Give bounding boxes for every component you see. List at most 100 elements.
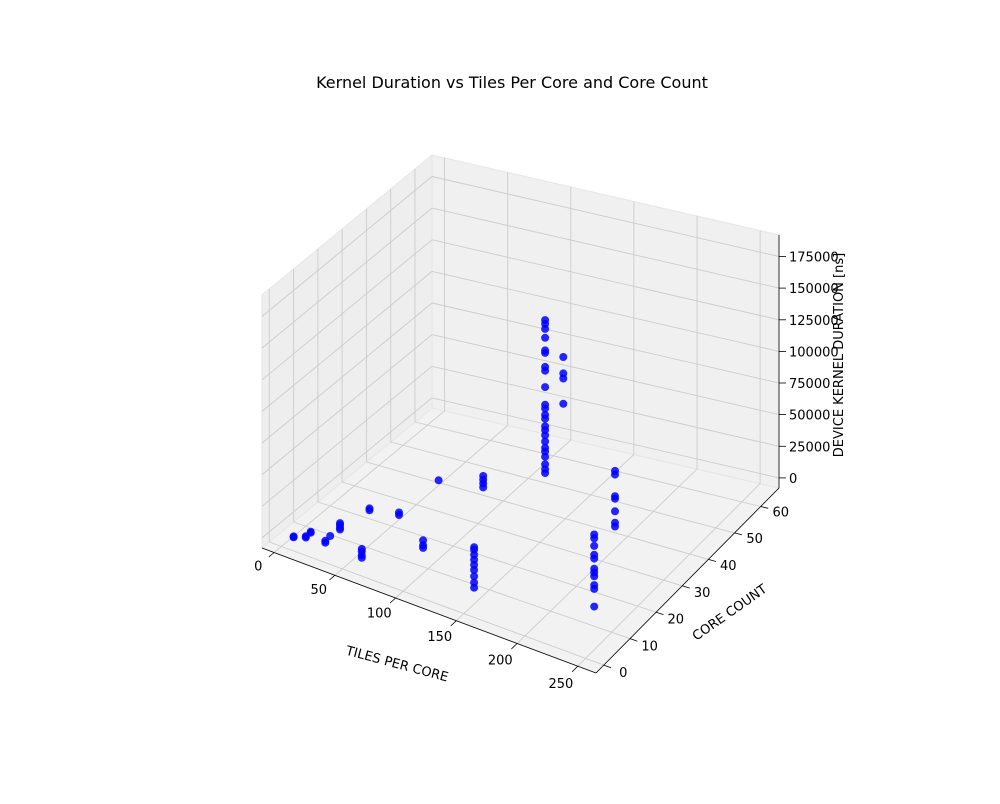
data-point	[611, 507, 619, 516]
z-gridline-back-1	[431, 365, 780, 447]
z-tick-label-1: 25000	[789, 440, 830, 455]
data-point	[395, 508, 403, 517]
data-point	[541, 346, 550, 355]
z-gridline-back-0	[431, 397, 780, 479]
data-point	[611, 492, 619, 501]
data-point	[365, 504, 374, 513]
data-point	[541, 362, 550, 371]
data-points	[289, 316, 619, 611]
y-axis-line	[595, 487, 780, 674]
z-gridline-back-6	[431, 207, 780, 289]
z-gridline-back-5	[431, 239, 780, 321]
gridlines	[261, 157, 780, 667]
y-gridline-floor-3	[341, 481, 683, 587]
y-tick-6	[760, 506, 769, 509]
data-point	[541, 460, 550, 469]
y-gridline-floor-4	[366, 461, 709, 560]
y-tick-0	[603, 664, 612, 669]
data-point	[541, 383, 550, 392]
x-axis-label: TILES PER CORE	[343, 643, 450, 685]
data-point	[541, 333, 550, 342]
y-gridline-floor-2	[317, 501, 657, 613]
y-gridline-floor-1	[293, 521, 631, 640]
data-point	[470, 578, 479, 587]
y-gridline-floor-5	[390, 441, 735, 534]
y-tick-label-3: 30	[694, 586, 711, 601]
data-point	[357, 544, 366, 553]
z-tick-label-6: 150000	[789, 282, 839, 297]
data-point	[590, 602, 599, 611]
y-tick-label-4: 40	[720, 559, 737, 574]
data-point	[541, 437, 550, 446]
y-tick-5	[734, 532, 743, 536]
y-tick-2	[655, 611, 664, 615]
x-tick-label-1: 50	[311, 583, 328, 598]
data-point	[541, 410, 550, 419]
data-point	[590, 564, 599, 573]
data-point	[611, 466, 619, 475]
x-tick-5	[571, 665, 579, 673]
z-gridline-left-0	[261, 397, 433, 539]
x-tick-label-5: 250	[548, 677, 573, 692]
z-gridline-back-4	[431, 270, 780, 352]
data-point	[419, 536, 428, 545]
data-point	[541, 443, 550, 452]
axis-ticks: 0 50 100 150 200 250 0 10 20 30 40 50 60 0 25000 50000 7…	[254, 251, 838, 693]
z-gridline-left-4	[261, 271, 433, 412]
x-gridline-floor-4	[516, 468, 698, 644]
x-tick-label-3: 150	[427, 630, 452, 645]
x-gridline-floor-0	[273, 410, 445, 553]
x-axis-line	[261, 547, 597, 674]
z-tick-label-7: 175000	[789, 251, 839, 266]
data-point	[301, 532, 310, 541]
y-gridline-floor-6	[414, 421, 761, 507]
data-point	[590, 550, 599, 559]
data-point	[559, 353, 568, 361]
data-point	[590, 530, 599, 539]
x-tick-label-4: 200	[488, 654, 513, 669]
x-tick-3	[450, 620, 457, 627]
x-gridline-floor-2	[395, 439, 572, 599]
z-gridline-left-2	[261, 334, 433, 475]
data-point	[289, 532, 298, 541]
y-tick-1	[629, 638, 638, 642]
data-point	[470, 543, 479, 552]
y-tick-label-1: 10	[641, 639, 658, 654]
data-point	[559, 369, 568, 378]
z-gridline-back-3	[431, 302, 780, 384]
y-tick-label-6: 60	[773, 505, 790, 520]
z-tick-label-3: 75000	[789, 377, 830, 392]
axes-panes	[261, 153, 780, 674]
x-tick-2	[389, 597, 396, 604]
axis-lines	[261, 235, 780, 674]
z-gridline-left-1	[261, 365, 433, 507]
x-tick-0	[268, 552, 275, 558]
x-tick-4	[511, 643, 518, 650]
data-point	[541, 316, 550, 325]
z-tick-label-5: 125000	[789, 314, 839, 329]
data-point	[611, 518, 619, 527]
z-gridline-left-3	[261, 302, 433, 444]
y-tick-label-5: 50	[746, 532, 763, 547]
x-tick-label-2: 100	[367, 607, 392, 622]
y-tick-4	[708, 559, 717, 562]
data-point	[541, 422, 550, 431]
z-tick-label-2: 50000	[789, 409, 830, 424]
x-gridline-floor-5	[577, 483, 761, 667]
z-gridline-back-7	[431, 176, 780, 257]
z-tick-label-0: 0	[789, 472, 797, 487]
data-point	[590, 541, 599, 550]
y-tick-3	[682, 585, 690, 589]
data-point	[479, 472, 488, 480]
z-axis-label: DEVICE KERNEL DURATION [ns]	[832, 253, 847, 457]
y-tick-label-2: 20	[668, 613, 685, 628]
x-tick-1	[329, 574, 336, 581]
data-point	[326, 532, 335, 540]
data-point	[470, 572, 479, 581]
y-gridline-floor-0	[269, 541, 604, 666]
z-gridline-left-6	[261, 207, 433, 349]
data-point	[336, 519, 344, 528]
z-gridline-back-2	[431, 334, 780, 416]
data-point	[559, 399, 568, 408]
